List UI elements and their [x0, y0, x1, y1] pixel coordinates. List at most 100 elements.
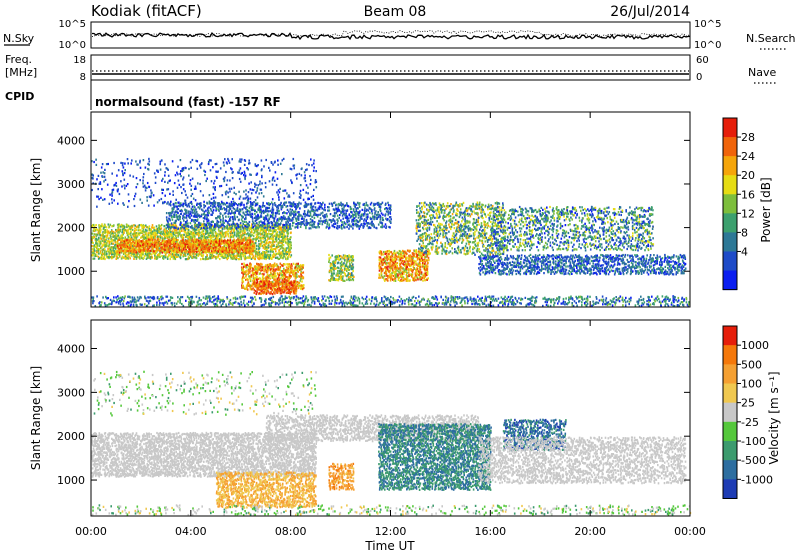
power-cell	[337, 210, 339, 212]
power-cell	[248, 224, 250, 226]
power-cell	[150, 253, 152, 255]
power-cell	[151, 256, 153, 258]
power-cell	[351, 211, 353, 213]
power-cell	[359, 206, 361, 208]
power-cell	[218, 225, 220, 227]
power-cell	[291, 254, 293, 256]
power-cell	[255, 242, 257, 244]
power-cell	[244, 221, 246, 223]
power-cell	[120, 229, 122, 231]
power-cell	[357, 202, 359, 204]
power-cell	[288, 217, 290, 219]
power-cell	[290, 291, 292, 293]
noise-panel: N.Sky 10^5 10^0 10^5 10^0 N.Search	[3, 19, 796, 51]
power-cell	[362, 209, 364, 211]
power-cell	[349, 213, 351, 215]
power-cell	[240, 222, 242, 224]
power-cell	[142, 240, 144, 242]
power-cell	[268, 232, 270, 234]
power-cell	[246, 274, 248, 276]
power-cell	[285, 238, 287, 240]
power-cell	[272, 250, 274, 252]
power-cell	[161, 224, 163, 226]
power-cell	[338, 209, 340, 211]
power-cell	[246, 270, 248, 272]
power-cell	[232, 221, 234, 223]
power-cell	[273, 245, 275, 247]
power-cell	[221, 243, 223, 245]
power-cell	[253, 238, 255, 240]
power-cell	[136, 251, 138, 253]
power-cell	[203, 220, 205, 222]
power-cell	[293, 263, 295, 265]
power-cell	[291, 267, 293, 269]
power-cell	[124, 226, 126, 228]
power-cell	[249, 270, 251, 272]
power-cell	[163, 255, 165, 257]
power-cell	[229, 247, 231, 249]
power-cell	[291, 213, 293, 215]
power-cell	[174, 232, 176, 234]
nave-tick-top: 60	[696, 55, 709, 66]
power-cell	[255, 290, 257, 292]
power-cell	[122, 240, 124, 242]
power-cell	[282, 274, 284, 276]
power-cell	[192, 206, 194, 208]
power-cell	[94, 250, 96, 252]
power-cell	[258, 232, 260, 234]
power-cell	[129, 257, 131, 259]
power-cell	[121, 234, 123, 236]
power-cell	[246, 206, 248, 208]
power-cell	[99, 224, 101, 226]
power-cell	[172, 219, 174, 221]
power-cell	[264, 291, 266, 293]
power-cell	[338, 225, 340, 227]
power-cell	[290, 236, 292, 238]
power-cell	[256, 291, 258, 293]
power-cell	[359, 219, 361, 221]
power-cell	[172, 230, 174, 232]
power-cell	[208, 214, 210, 216]
power-cell	[263, 266, 265, 268]
power-cell	[347, 209, 349, 211]
power-cell	[354, 220, 356, 222]
power-cell	[280, 292, 282, 294]
power-cell	[241, 202, 243, 204]
power-cell	[212, 239, 214, 241]
nave-label: Nave	[748, 66, 776, 79]
power-cell	[356, 210, 358, 212]
power-cell	[223, 222, 225, 224]
power-cell	[139, 224, 141, 226]
power-cell	[98, 253, 100, 255]
power-cell	[244, 225, 246, 227]
power-cell	[104, 251, 106, 253]
power-cell	[170, 212, 172, 214]
power-cell	[355, 215, 357, 217]
power-cell	[253, 276, 255, 278]
power-cell	[234, 224, 236, 226]
power-cell	[291, 265, 293, 267]
power-cell	[260, 278, 262, 280]
power-cell	[177, 241, 179, 243]
power-cell	[247, 214, 249, 216]
power-cell	[263, 270, 265, 272]
power-cell	[332, 203, 334, 205]
power-cell	[175, 258, 177, 260]
power-cell	[261, 263, 263, 265]
power-cell	[210, 205, 212, 207]
power-cell	[292, 287, 294, 289]
power-cell	[220, 213, 222, 215]
power-cell	[138, 226, 140, 228]
power-cell	[186, 222, 188, 224]
power-cell	[282, 289, 284, 291]
power-cell	[196, 211, 198, 213]
power-cell	[114, 239, 116, 241]
power-cell	[329, 203, 331, 205]
power-cell	[183, 237, 185, 239]
power-cell	[284, 281, 286, 283]
power-cell	[300, 226, 302, 228]
station-title: Kodiak (fitACF)	[91, 2, 202, 20]
power-cell	[169, 251, 171, 253]
power-cell	[296, 266, 298, 268]
